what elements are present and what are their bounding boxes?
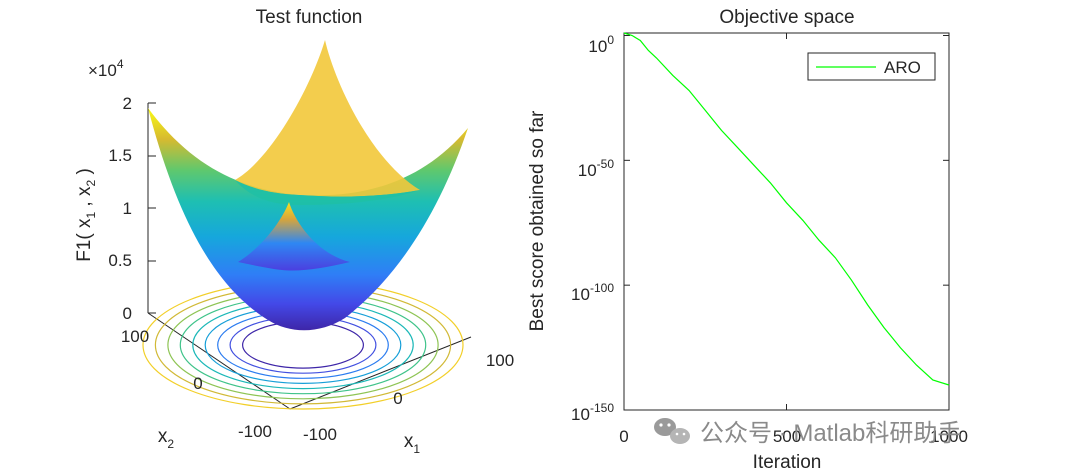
z-tick-label: 2	[123, 94, 132, 113]
x-tick-label: 1000	[930, 427, 968, 446]
z-tick-label: 0.5	[108, 251, 132, 270]
legend: ARO	[807, 52, 936, 81]
convergence-title: Objective space	[719, 7, 854, 28]
surface-bowl	[148, 108, 468, 331]
x2-tick-label: 100	[121, 327, 149, 346]
y-tick-label: 10-50	[578, 157, 615, 180]
x-tick-label: 500	[773, 427, 801, 446]
x1-tick-label: -100	[303, 425, 337, 444]
surface-title: Test function	[256, 7, 363, 28]
wechat-icon	[654, 418, 690, 444]
plot-area	[623, 32, 950, 411]
z-multiplier: ×104	[88, 57, 124, 80]
y-tick-label: 10-150	[571, 401, 614, 424]
x2-axis-label: x2	[158, 426, 175, 451]
y-tick-label: 100	[588, 33, 614, 56]
x2-tick-label: -100	[238, 422, 272, 441]
z-tick-label: 1	[123, 199, 132, 218]
convergence-plot: Objective space 100 10-50 10-100 10-150 …	[527, 7, 968, 473]
surface-front-peak	[238, 202, 350, 271]
contour-lines	[142, 280, 464, 410]
x-tick-label: 0	[619, 427, 628, 446]
x-axis-label: Iteration	[753, 452, 822, 473]
y-axis-label: Best score obtained so far	[527, 110, 548, 331]
x1-tick-label: 0	[393, 389, 402, 408]
legend-label: ARO	[884, 58, 921, 77]
surface-back-slope	[235, 180, 420, 205]
x1-tick-label: 100	[486, 351, 514, 370]
z-tick-label: 1.5	[108, 146, 132, 165]
z-tick-marks	[148, 102, 156, 314]
surface-plot: Test function ×104 0 0.5 1 1.5 2 F1	[74, 7, 514, 456]
floor-edge-x2	[147, 312, 291, 410]
x1-axis-label: x1	[404, 431, 421, 456]
z-tick-label: 0	[123, 304, 132, 323]
surface-back-peak	[235, 40, 420, 197]
watermark-text: 公众号 · Matlab科研助手	[700, 420, 961, 447]
z-axis-label: F1( x1 , x2 )	[74, 168, 98, 262]
floor-edge-x1	[289, 336, 472, 410]
y-tick-label: 10-100	[571, 281, 614, 304]
tick-marks	[623, 33, 950, 411]
series-line-aro	[623, 32, 950, 386]
x2-tick-label: 0	[193, 374, 202, 393]
watermark: 公众号 · Matlab科研助手	[654, 418, 961, 447]
